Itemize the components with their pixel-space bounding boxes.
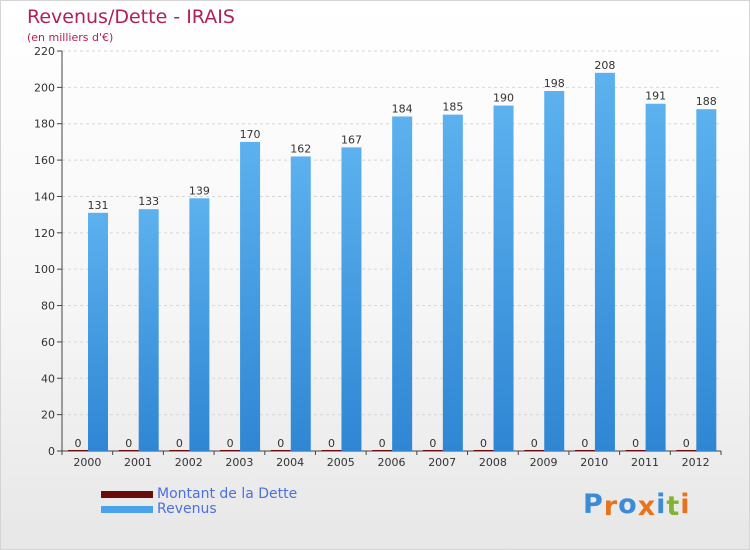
data-label-dette: 0 — [480, 437, 487, 450]
data-label-dette: 0 — [429, 437, 436, 450]
brand-logo: Proxiti — [583, 489, 691, 522]
bar-revenus — [88, 212, 108, 451]
data-label-dette: 0 — [277, 437, 284, 450]
data-label-dette: 0 — [531, 437, 538, 450]
bar-revenus — [696, 109, 717, 451]
bar-dette — [270, 450, 291, 451]
bar-dette — [422, 450, 443, 451]
x-tick-label: 2012 — [682, 456, 710, 469]
brand-letter: i — [656, 489, 667, 520]
brand-letter: i — [680, 489, 691, 520]
bar-revenus — [645, 103, 666, 452]
bar-dette — [524, 450, 545, 451]
bar-dette — [321, 450, 342, 451]
y-tick-label: 0 — [48, 445, 55, 458]
data-label-dette: 0 — [75, 437, 82, 450]
data-label-revenus: 185 — [442, 101, 463, 114]
brand-letter: P — [583, 489, 604, 520]
legend-label-revenus: Revenus — [157, 501, 217, 517]
brand-letter: t — [666, 491, 681, 522]
data-label-revenus: 162 — [290, 142, 311, 155]
y-tick-label: 120 — [34, 227, 55, 240]
y-tick-label: 40 — [41, 372, 55, 385]
bar-revenus — [392, 116, 413, 452]
data-label-revenus: 198 — [544, 77, 565, 90]
bar-revenus — [442, 114, 463, 452]
data-label-revenus: 184 — [392, 102, 413, 115]
data-label-revenus: 190 — [493, 92, 514, 105]
bar-revenus — [594, 72, 615, 452]
bar-dette — [473, 450, 494, 451]
data-label-revenus: 188 — [696, 95, 717, 108]
bar-dette — [220, 450, 241, 451]
x-tick-label: 2005 — [327, 456, 355, 469]
brand-letter: x — [637, 491, 657, 522]
x-tick-label: 2009 — [530, 456, 558, 469]
data-label-dette: 0 — [683, 437, 690, 450]
x-tick-label: 2008 — [479, 456, 507, 469]
x-tick-label: 2000 — [73, 456, 101, 469]
legend-swatch-dette — [101, 491, 153, 498]
y-tick-label: 20 — [41, 409, 55, 422]
bar-revenus — [138, 209, 159, 451]
x-tick-label: 2001 — [124, 456, 152, 469]
bar-dette — [372, 450, 393, 451]
x-tick-label: 2004 — [276, 456, 304, 469]
data-label-revenus: 208 — [594, 59, 615, 72]
bar-revenus — [493, 105, 514, 451]
bar-revenus — [189, 198, 210, 451]
y-tick-label: 160 — [34, 154, 55, 167]
data-label-dette: 0 — [125, 437, 132, 450]
y-tick-label: 180 — [34, 118, 55, 131]
legend-swatch-revenus — [101, 506, 153, 513]
y-tick-label: 140 — [34, 190, 55, 203]
x-tick-label: 2007 — [428, 456, 456, 469]
bar-revenus — [544, 91, 565, 451]
x-tick-label: 2011 — [631, 456, 659, 469]
brand-letter: r — [603, 491, 619, 522]
chart-subtitle: (en milliers d'€) — [27, 31, 114, 44]
data-label-dette: 0 — [227, 437, 234, 450]
y-tick-label: 100 — [34, 263, 55, 276]
y-tick-label: 80 — [41, 300, 55, 313]
data-label-dette: 0 — [379, 437, 386, 450]
bar-revenus — [341, 147, 362, 451]
bar-dette — [169, 450, 190, 451]
data-label-dette: 0 — [581, 437, 588, 450]
bar-revenus — [290, 156, 311, 452]
x-tick-label: 2002 — [175, 456, 203, 469]
bar-dette — [118, 450, 139, 451]
brand-letter: o — [618, 489, 638, 520]
legend-label-dette: Montant de la Dette — [157, 486, 298, 502]
data-label-dette: 0 — [632, 437, 639, 450]
data-label-revenus: 170 — [240, 128, 261, 141]
data-label-dette: 0 — [328, 437, 335, 450]
data-label-dette: 0 — [176, 437, 183, 450]
data-label-revenus: 131 — [88, 199, 109, 212]
data-label-revenus: 191 — [645, 90, 666, 103]
y-tick-label: 220 — [34, 45, 55, 58]
bar-revenus — [240, 141, 261, 451]
bar-dette — [625, 450, 646, 451]
y-tick-label: 60 — [41, 336, 55, 349]
data-label-revenus: 167 — [341, 133, 362, 146]
x-tick-label: 2003 — [225, 456, 253, 469]
bar-dette — [68, 450, 88, 451]
chart-title: Revenus/Dette - IRAIS — [27, 6, 235, 28]
bar-dette — [574, 450, 595, 451]
bar-dette — [676, 450, 697, 451]
data-label-revenus: 133 — [138, 195, 159, 208]
y-tick-label: 200 — [34, 81, 55, 94]
x-tick-label: 2006 — [378, 456, 406, 469]
data-label-revenus: 139 — [189, 184, 210, 197]
x-tick-label: 2010 — [580, 456, 608, 469]
